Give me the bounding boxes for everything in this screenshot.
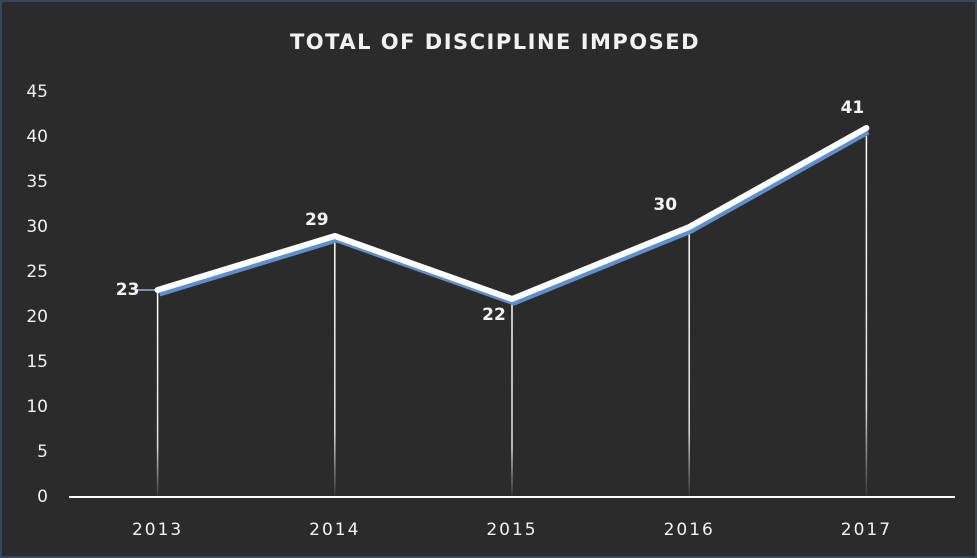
- data-label: 30: [653, 195, 677, 215]
- drop-line: [511, 299, 513, 497]
- drop-line: [156, 290, 159, 497]
- y-tick-label: 30: [26, 217, 48, 237]
- y-tick-label: 40: [26, 127, 48, 147]
- data-label: 22: [482, 305, 506, 325]
- chart-title: TOTAL OF DISCIPLINE IMPOSED: [290, 30, 700, 54]
- data-label: 29: [305, 210, 329, 230]
- drop-line: [688, 227, 690, 497]
- x-tick-label: 2015: [486, 520, 537, 540]
- y-tick-label: 45: [26, 82, 48, 102]
- line-series: [154, 125, 870, 302]
- x-tick-label: 2017: [841, 520, 892, 540]
- y-tick-label: 5: [37, 442, 48, 462]
- y-tick-label: 20: [26, 307, 48, 327]
- y-tick-label: 10: [26, 397, 48, 417]
- data-label: 41: [841, 98, 865, 118]
- x-tick-label: 2016: [664, 520, 715, 540]
- y-tick-label: 0: [37, 487, 48, 507]
- line-shadow: [158, 129, 870, 306]
- data-label: 23: [116, 280, 140, 300]
- x-tick-label: 2014: [309, 520, 360, 540]
- x-tick-label: 2013: [132, 520, 183, 540]
- y-tick-label: 25: [26, 262, 48, 282]
- y-tick-label: 15: [26, 352, 48, 372]
- drop-line: [334, 236, 336, 497]
- drop-line: [865, 128, 868, 497]
- y-tick-label: 35: [26, 172, 48, 192]
